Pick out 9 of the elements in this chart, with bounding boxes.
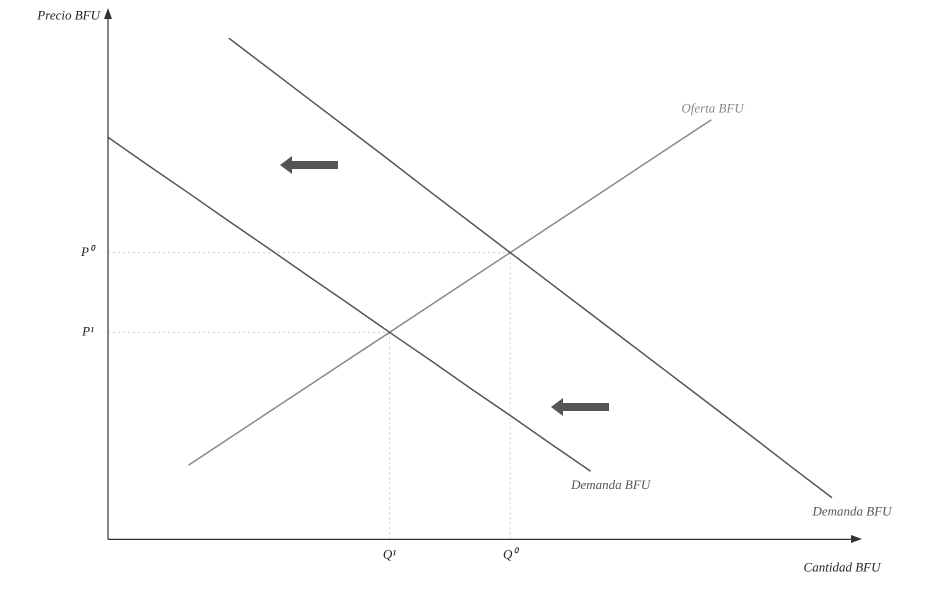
ref-line-label: P⁰ — [80, 244, 96, 260]
y-axis-title: Precio BFU — [36, 7, 102, 22]
x-tick-label: Q⁰ — [503, 546, 520, 562]
ref-line-label: P¹ — [81, 324, 94, 339]
series-label: Oferta BFU — [681, 100, 746, 116]
x-tick-label: Q¹ — [382, 546, 396, 562]
x-axis-title: Cantidad BFU — [804, 559, 882, 574]
series-label: Demanda BFU — [811, 504, 894, 519]
series-label: Demanda BFU — [570, 477, 652, 492]
